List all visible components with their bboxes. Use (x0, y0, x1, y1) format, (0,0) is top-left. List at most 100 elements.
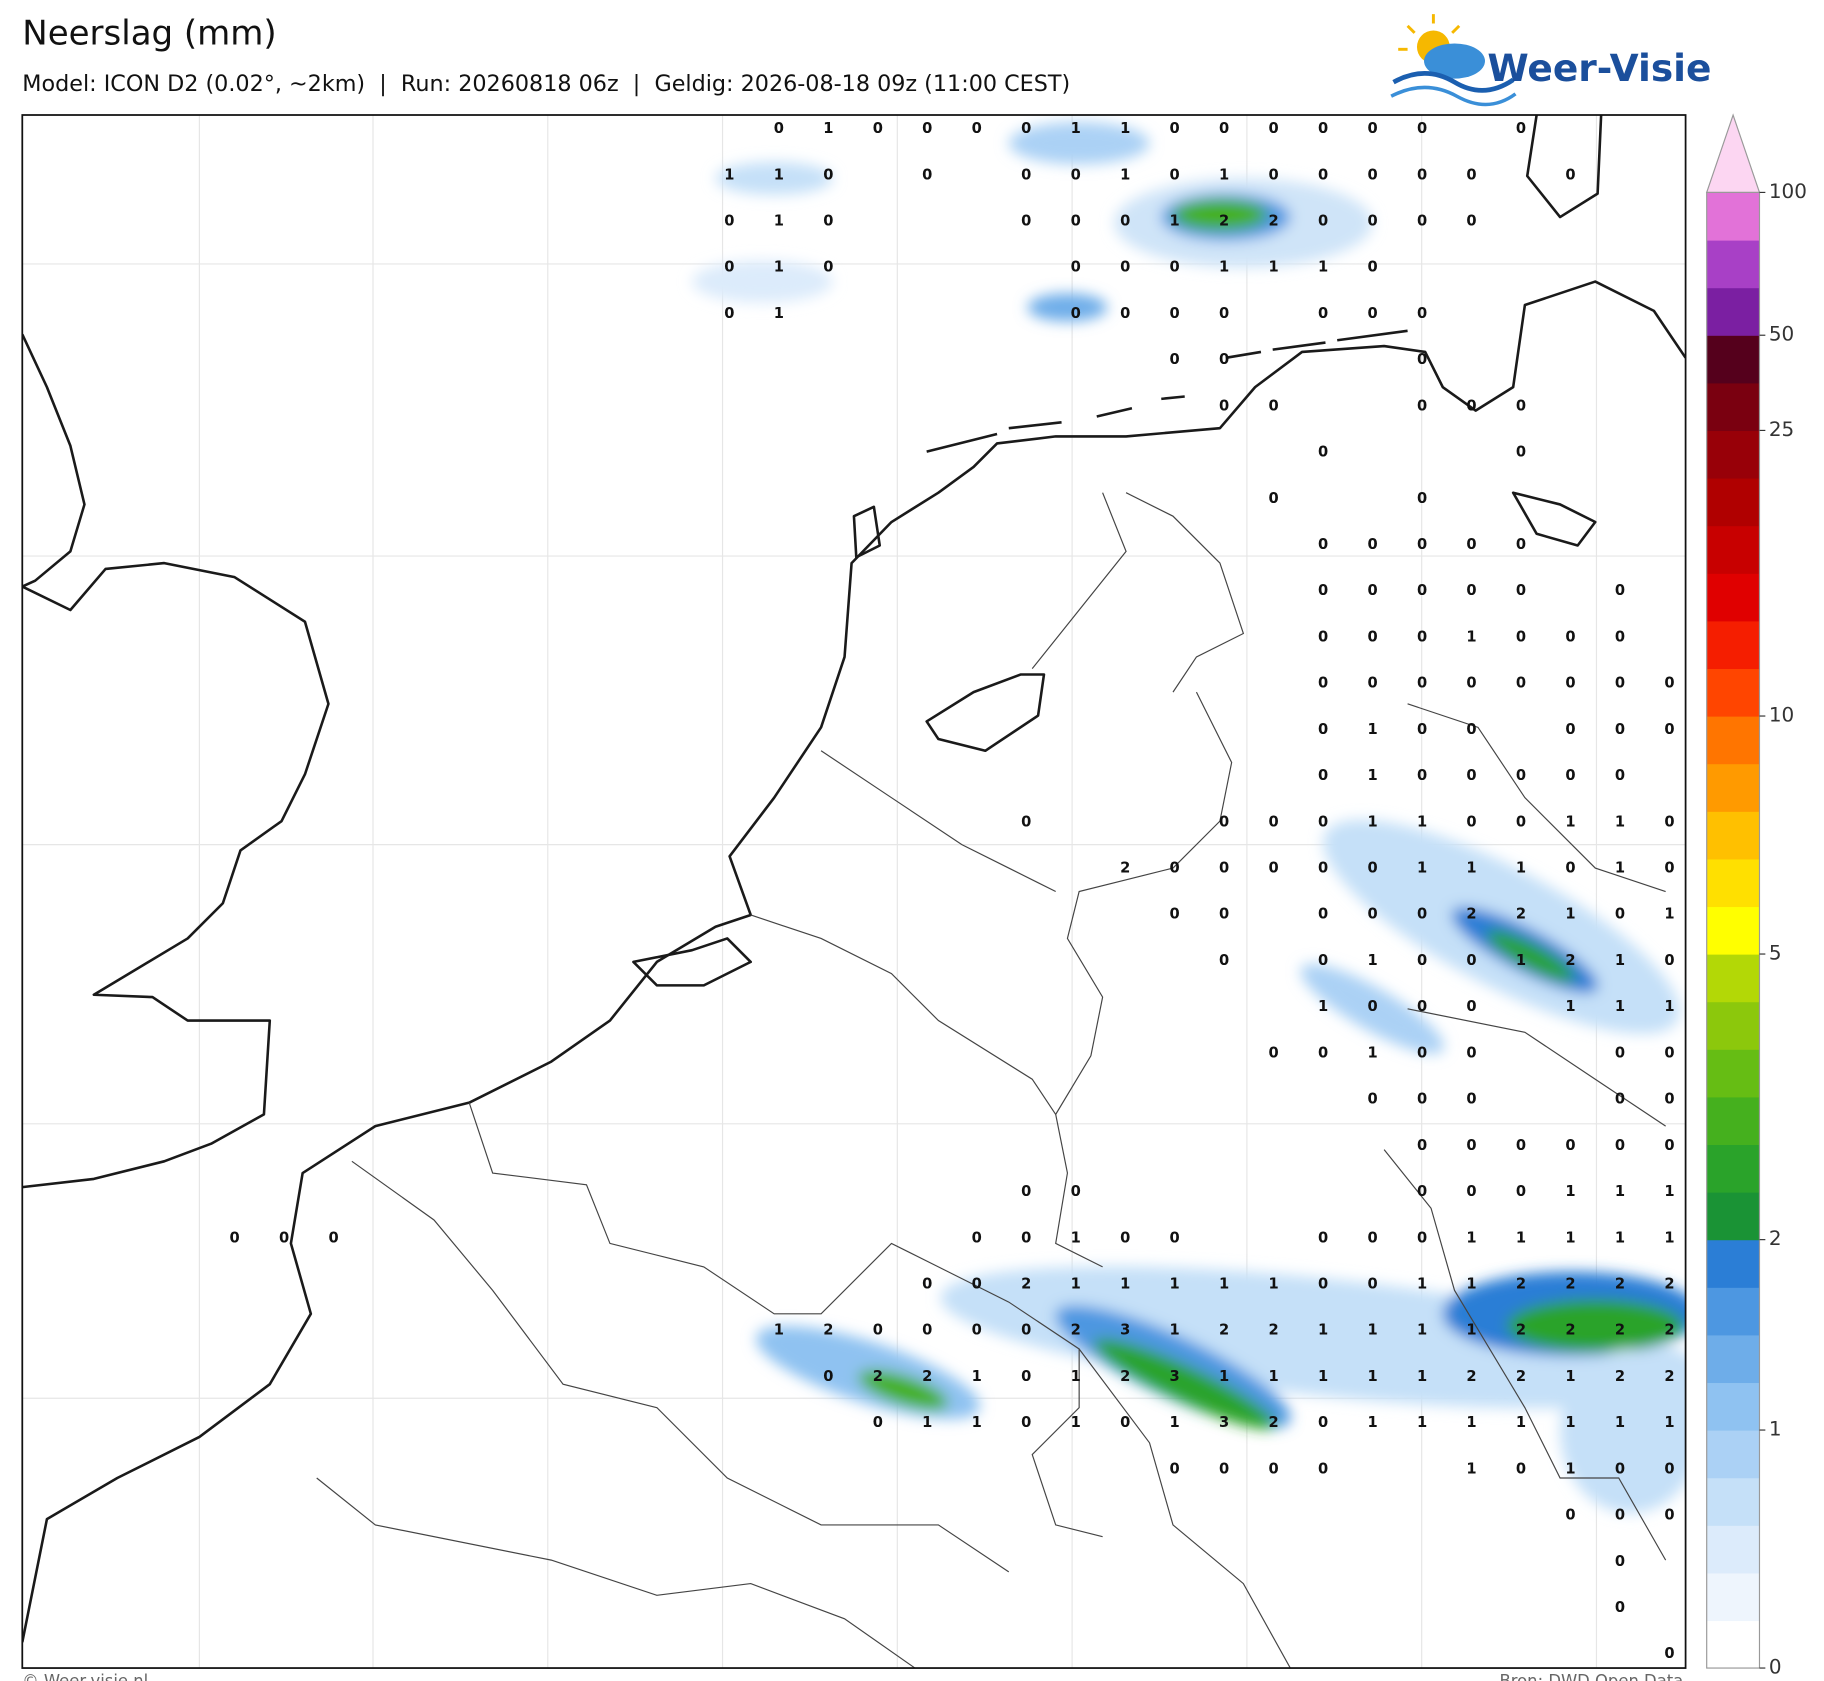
value-label: 1 (1071, 1275, 1081, 1292)
value-label: 0 (823, 1368, 833, 1385)
colorbar-tick-label: 50 (1769, 322, 1794, 346)
value-label: 1 (1367, 1414, 1377, 1431)
value-label: 1 (774, 1322, 784, 1339)
value-label: 0 (873, 1414, 883, 1431)
value-label: 0 (1565, 166, 1575, 183)
value-label: 0 (1565, 767, 1575, 784)
value-label: 1 (1071, 120, 1081, 137)
value-label: 0 (724, 305, 734, 322)
value-label: 1 (1615, 860, 1625, 877)
value-label: 0 (1466, 582, 1476, 599)
value-label: 0 (1219, 813, 1229, 830)
value-label: 0 (1170, 166, 1180, 183)
value-label: 0 (1367, 1091, 1377, 1108)
colorbar-bin (1706, 1525, 1760, 1574)
value-label: 1 (1516, 1229, 1526, 1246)
value-label: 0 (1615, 628, 1625, 645)
colorbar-tick-label: 10 (1769, 703, 1794, 727)
value-label: 1 (1664, 1183, 1674, 1200)
coastlines (22, 115, 1686, 1643)
value-label: 0 (1219, 1460, 1229, 1477)
value-label: 0 (1466, 1183, 1476, 1200)
value-label: 2 (1219, 213, 1229, 230)
colorbar-bin (1706, 811, 1760, 860)
value-label: 0 (1664, 1460, 1674, 1477)
value-label: 1 (1565, 813, 1575, 830)
value-label: 1 (1071, 1368, 1081, 1385)
value-label: 0 (1021, 1229, 1031, 1246)
value-label: 0 (972, 1275, 982, 1292)
value-label: 1 (1664, 998, 1674, 1015)
value-label: 1 (922, 1414, 932, 1431)
colorbar-bin (1706, 763, 1760, 812)
value-label: 0 (1021, 1183, 1031, 1200)
value-label: 2 (1664, 1368, 1674, 1385)
value-label: 2 (823, 1322, 833, 1339)
value-label: 2 (1269, 1414, 1279, 1431)
value-label: 1 (1417, 1275, 1427, 1292)
value-label: 0 (1664, 1645, 1674, 1662)
value-label: 0 (922, 1322, 932, 1339)
value-label: 1 (1466, 628, 1476, 645)
value-label: 1 (1664, 1414, 1674, 1431)
value-label: 1 (1565, 1368, 1575, 1385)
value-label: 1 (774, 259, 784, 276)
borders (316, 492, 1667, 1669)
value-label: 0 (1021, 1368, 1031, 1385)
value-label: 2 (1516, 906, 1526, 923)
value-label: 2 (1516, 1322, 1526, 1339)
value-label: 1 (1318, 998, 1328, 1015)
value-label: 0 (1664, 952, 1674, 969)
value-label: 3 (1120, 1322, 1130, 1339)
value-label: 1 (1170, 1414, 1180, 1431)
value-label: 1 (1417, 813, 1427, 830)
value-label: 1 (1565, 1229, 1575, 1246)
value-label: 1 (1615, 1183, 1625, 1200)
value-label: 1 (1219, 259, 1229, 276)
value-label: 0 (1170, 120, 1180, 137)
value-label: 0 (1367, 305, 1377, 322)
value-label: 1 (1615, 952, 1625, 969)
value-label: 0 (1071, 1183, 1081, 1200)
value-label: 0 (873, 120, 883, 137)
value-label: 1 (1516, 860, 1526, 877)
value-label: 1 (1615, 1414, 1625, 1431)
value-label: 3 (1219, 1414, 1229, 1431)
value-label: 1 (1466, 1322, 1476, 1339)
value-label: 0 (1516, 536, 1526, 553)
value-label: 0 (1615, 1507, 1625, 1524)
value-label: 0 (1318, 582, 1328, 599)
value-label: 0 (1021, 813, 1031, 830)
value-label: 0 (1318, 721, 1328, 738)
value-label: 1 (1466, 860, 1476, 877)
value-label: 0 (1318, 906, 1328, 923)
value-label: 1 (1615, 998, 1625, 1015)
value-label: 0 (1516, 1137, 1526, 1154)
value-label: 1 (1269, 1275, 1279, 1292)
value-label: 0 (1615, 906, 1625, 923)
value-label: 0 (1516, 1183, 1526, 1200)
value-label: 1 (1367, 767, 1377, 784)
value-label: 0 (1417, 582, 1427, 599)
value-label: 0 (724, 259, 734, 276)
value-label: 0 (1318, 675, 1328, 692)
value-label: 0 (1318, 767, 1328, 784)
value-label: 0 (1417, 536, 1427, 553)
colorbar-bin (1706, 716, 1760, 765)
value-label: 0 (1170, 1229, 1180, 1246)
value-label: 1 (1219, 1275, 1229, 1292)
value-label: 0 (1269, 120, 1279, 137)
precipitation (692, 122, 1686, 1514)
value-label: 0 (1318, 860, 1328, 877)
value-label: 0 (1071, 213, 1081, 230)
value-label: 0 (1664, 1044, 1674, 1061)
value-label: 0 (1269, 813, 1279, 830)
value-label: 0 (823, 166, 833, 183)
value-label: 0 (1318, 536, 1328, 553)
colorbar-bin (1706, 573, 1760, 622)
value-label: 0 (1417, 721, 1427, 738)
value-label: 0 (823, 259, 833, 276)
value-label: 1 (823, 120, 833, 137)
